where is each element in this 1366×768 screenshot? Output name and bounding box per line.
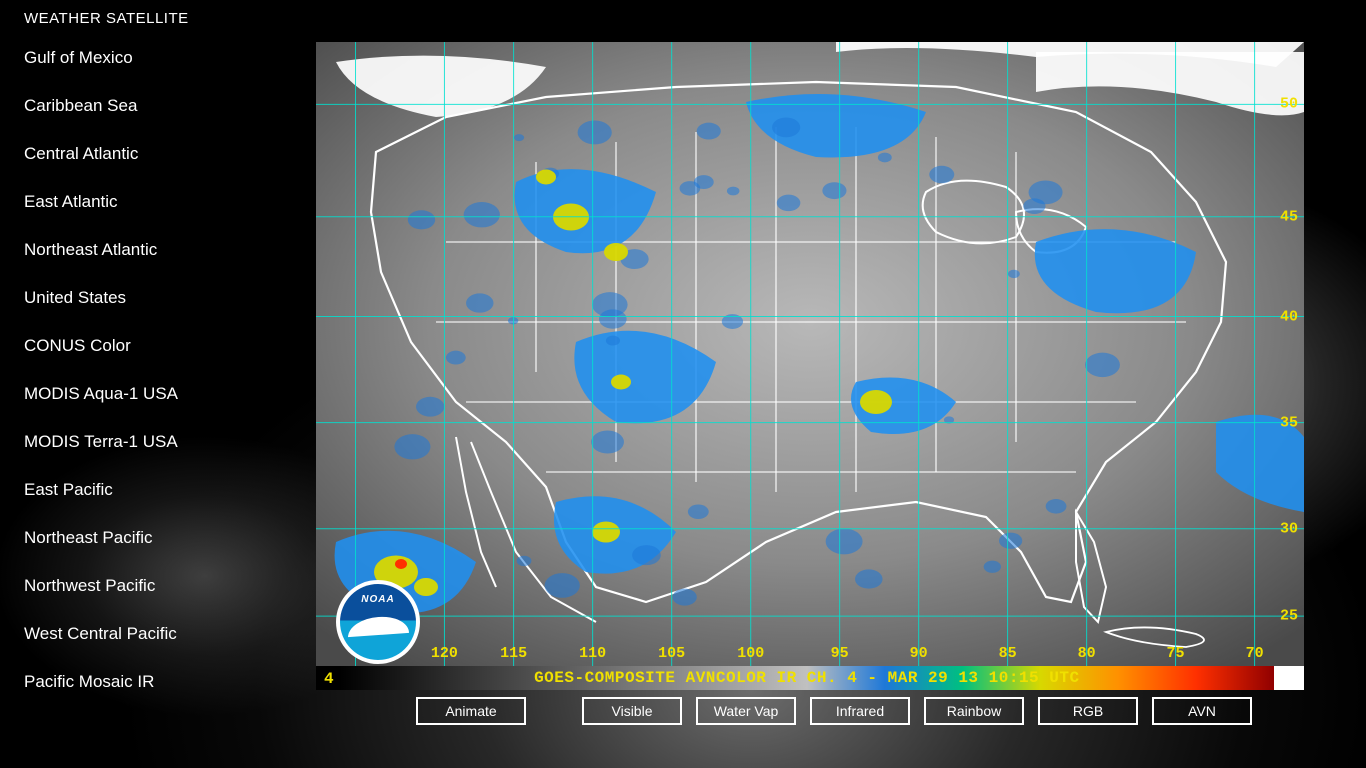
lon-label: 100: [737, 645, 764, 662]
sidebar-region-list: Gulf of Mexico Caribbean Sea Central Atlan…: [24, 48, 284, 692]
animate-button[interactable]: Animate: [416, 697, 526, 725]
lon-label: 70: [1246, 645, 1264, 662]
sidebar-item[interactable]: West Central Pacific: [24, 624, 284, 644]
sidebar-item[interactable]: Caribbean Sea: [24, 96, 284, 116]
sidebar-item[interactable]: Pacific Mosaic IR: [24, 672, 284, 692]
lon-label: 75: [1167, 645, 1185, 662]
colorbar-endcap: [1274, 666, 1304, 690]
visible-button[interactable]: Visible: [582, 697, 682, 725]
sidebar-item[interactable]: MODIS Terra-1 USA: [24, 432, 284, 452]
lon-label: 115: [500, 645, 527, 662]
sidebar-item[interactable]: Gulf of Mexico: [24, 48, 284, 68]
lat-label: 35: [1280, 414, 1298, 431]
lon-label: 105: [658, 645, 685, 662]
lat-label: 25: [1280, 608, 1298, 625]
water-vapor-button[interactable]: Water Vap: [696, 697, 796, 725]
lon-label: 95: [831, 645, 849, 662]
rainbow-button[interactable]: Rainbow: [924, 697, 1024, 725]
sidebar-item[interactable]: East Pacific: [24, 480, 284, 500]
lat-label: 50: [1280, 96, 1298, 113]
infrared-button[interactable]: Infrared: [810, 697, 910, 725]
sidebar-item[interactable]: Northeast Pacific: [24, 528, 284, 548]
sidebar-item[interactable]: Northeast Atlantic: [24, 240, 284, 260]
longitude-labels: 120 115 110 105 100 95 90 85 80 75 70: [316, 642, 1304, 662]
map-canvas: [316, 42, 1304, 690]
lon-label: 80: [1078, 645, 1096, 662]
avn-button[interactable]: AVN: [1152, 697, 1252, 725]
lon-label: 110: [579, 645, 606, 662]
latitude-labels: 50 45 40 35 30 25: [1258, 42, 1298, 666]
rgb-button[interactable]: RGB: [1038, 697, 1138, 725]
sidebar-item[interactable]: CONUS Color: [24, 336, 284, 356]
lon-label: 120: [431, 645, 458, 662]
sidebar-item[interactable]: MODIS Aqua-1 USA: [24, 384, 284, 404]
color-scale-bar: 4 GOES-COMPOSITE AVNCOLOR IR CH. 4 - MAR…: [316, 666, 1304, 690]
lon-label: 90: [910, 645, 928, 662]
view-mode-toolbar: Animate Visible Water Vap Infrared Rainb…: [316, 694, 1304, 728]
sidebar-item[interactable]: Northwest Pacific: [24, 576, 284, 596]
lat-label: 45: [1280, 208, 1298, 225]
noaa-logo: NOAA: [336, 580, 420, 664]
noaa-logo-text: NOAA: [340, 594, 416, 605]
sidebar-item[interactable]: Central Atlantic: [24, 144, 284, 164]
lon-label: 85: [999, 645, 1017, 662]
lat-label: 30: [1280, 520, 1298, 537]
channel-number: 4: [316, 666, 340, 690]
app-title: WEATHER SATELLITE: [24, 10, 189, 27]
sidebar-item[interactable]: United States: [24, 288, 284, 308]
lat-label: 40: [1280, 308, 1298, 325]
satellite-map-view: 50 45 40 35 30 25 120 115 110 105 100 95 90 85 80 75 70…: [316, 42, 1304, 690]
sidebar-item[interactable]: East Atlantic: [24, 192, 284, 212]
